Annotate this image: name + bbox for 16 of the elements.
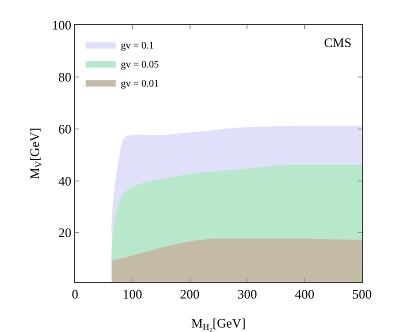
y-tick-label: 40 [58, 173, 72, 188]
y-tick-label: 80 [58, 69, 72, 84]
x-tick-label: 400 [294, 286, 314, 302]
x-axis-title: M$_{H₂}$[GeV] [191, 315, 246, 332]
y-tick-label: 20 [58, 225, 72, 240]
legend-label: gv = 0.01 [120, 78, 159, 90]
x-tick-label: 300 [237, 286, 257, 302]
y-tick-label: 60 [58, 121, 72, 136]
x-tick-label: 100 [122, 286, 142, 302]
y-tick-label: 100 [52, 18, 72, 33]
x-tick-label: 200 [180, 286, 200, 302]
x-tick-label: 500 [352, 286, 372, 302]
annotation: CMS [324, 35, 352, 50]
legend-label: gv = 0.1 [120, 40, 154, 52]
legend-label: gv = 0.05 [120, 60, 159, 71]
x-tick-label: 0 [72, 286, 78, 302]
